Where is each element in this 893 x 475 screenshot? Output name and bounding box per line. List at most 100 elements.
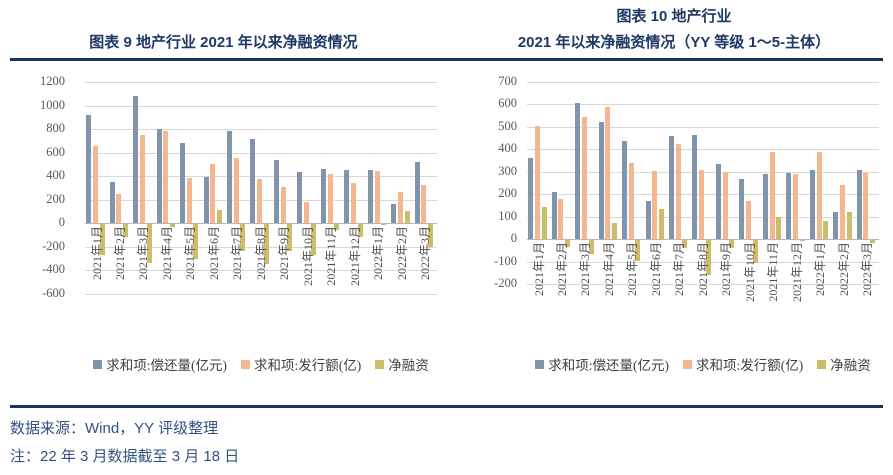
- bar-净融资-2021年9月: [287, 224, 293, 252]
- bar-求和项:偿还量(亿元)-2021年4月: [598, 122, 604, 240]
- y-tick-label: -200: [494, 276, 517, 290]
- gridline: [85, 129, 437, 131]
- y-tick-label: 700: [498, 74, 517, 88]
- bar-求和项:发行额(亿)-2022年1月: [816, 151, 822, 240]
- legend-item: 求和项:偿还量(亿元): [535, 354, 669, 374]
- chart10-y-axis: 700 600 500 400 300 200 100 0 -100 -200: [465, 74, 527, 332]
- chart9-title: 图表 9 地产行业 2021 年以来净融资情况: [10, 0, 437, 56]
- x-tick-label: 2022年3月: [418, 226, 433, 281]
- bar-净融资-2021年4月: [612, 223, 617, 240]
- x-tick-label: 2022年2月: [394, 226, 409, 281]
- bar-求和项:发行额(亿)-2021年11月: [769, 151, 775, 240]
- bar-求和项:偿还量(亿元)-2021年8月: [692, 134, 698, 240]
- bar-净融资-2022年1月: [381, 224, 387, 226]
- bar-求和项:发行额(亿)-2021年2月: [558, 198, 564, 240]
- bar-净融资-2022年2月: [404, 210, 410, 224]
- chart9-plot-area: 1200 1000 800 600 400 200 0 -200 -400 -600 2021年1…: [10, 74, 437, 332]
- bar-求和项:偿还量(亿元)-2021年2月: [551, 191, 557, 240]
- legend-swatch: [817, 359, 827, 369]
- bar-净融资-2021年10月: [752, 240, 758, 263]
- bar-求和项:偿还量(亿元)-2021年7月: [227, 131, 232, 224]
- gridline: [527, 104, 879, 106]
- x-tick-label: 2022年3月: [860, 242, 875, 297]
- bar-求和项:偿还量(亿元)-2021年4月: [156, 129, 162, 224]
- bar-求和项:偿还量(亿元)-2022年1月: [367, 170, 373, 224]
- bar-净融资-2021年7月: [240, 224, 246, 251]
- bar-求和项:偿还量(亿元)-2022年3月: [856, 169, 862, 240]
- bar-求和项:偿还量(亿元)-2021年6月: [203, 177, 209, 224]
- y-tick-label: 0: [58, 215, 65, 230]
- legend-label: 求和项:偿还量(亿元): [106, 358, 227, 373]
- x-tick-label: 2021年2月: [554, 242, 569, 297]
- legend-item: 求和项:发行额(亿): [241, 354, 361, 374]
- bar-求和项:偿还量(亿元)-2022年2月: [833, 212, 839, 240]
- bar-净融资-2021年2月: [123, 224, 129, 237]
- bar-求和项:偿还量(亿元)-2021年1月: [528, 158, 534, 240]
- x-tick-label: 2021年1月: [89, 226, 104, 281]
- legend-item: 净融资: [817, 354, 871, 374]
- bar-净融资-2022年2月: [846, 212, 852, 240]
- x-tick-label: 2021年11月: [766, 242, 781, 302]
- bar-净融资-2022年3月: [870, 240, 876, 244]
- bar-净融资-2022年1月: [823, 221, 829, 240]
- x-tick-label: 2021年12月: [347, 226, 362, 287]
- bar-求和项:发行额(亿)-2021年8月: [257, 179, 263, 224]
- bar-求和项:发行额(亿)-2021年7月: [233, 157, 239, 224]
- legend-swatch: [375, 359, 385, 369]
- bar-求和项:发行额(亿)-2021年9月: [280, 186, 286, 224]
- y-tick-label: 300: [498, 163, 517, 178]
- bar-求和项:发行额(亿)-2021年6月: [652, 170, 658, 240]
- bar-净融资-2021年3月: [588, 240, 594, 254]
- y-tick-label: 400: [46, 168, 65, 183]
- x-tick-label: 2021年10月: [742, 242, 757, 303]
- x-tick-label: 2021年6月: [206, 226, 221, 281]
- bar-求和项:发行额(亿)-2021年1月: [534, 125, 540, 240]
- bar-净融资-2021年8月: [705, 240, 711, 275]
- chart10-plot: 2021年1月 2021年2月 2021年3月 2021年4月 2021年5月 2021年…: [527, 82, 879, 302]
- titles-row: 图表 9 地产行业 2021 年以来净融资情况 图表 10 地产行业 2021 …: [10, 0, 883, 56]
- footer-note-text: 注：22 年 3 月数据截至 3 月 18 日: [10, 448, 240, 465]
- bar-求和项:偿还量(亿元)-2021年2月: [109, 181, 115, 224]
- bar-求和项:偿还量(亿元)-2021年5月: [180, 143, 186, 224]
- gridline: [85, 294, 437, 295]
- gridline: [85, 246, 437, 248]
- y-tick-label: 200: [498, 186, 517, 201]
- bar-净融资-2021年9月: [729, 240, 735, 248]
- bar-求和项:偿还量(亿元)-2021年9月: [273, 159, 279, 224]
- gridline: [85, 152, 437, 154]
- bar-净融资-2021年11月: [776, 216, 782, 240]
- x-tick-label: 2021年5月: [625, 242, 640, 297]
- bar-求和项:发行额(亿)-2021年6月: [210, 163, 216, 224]
- bar-净融资-2021年3月: [146, 224, 152, 264]
- bar-净融资-2021年7月: [682, 240, 688, 248]
- y-tick-label: 100: [498, 208, 517, 223]
- y-tick-label: 200: [46, 191, 65, 206]
- bar-求和项:偿还量(亿元)-2022年2月: [391, 203, 397, 224]
- y-tick-label: -600: [42, 286, 65, 300]
- x-tick-label: 2021年8月: [695, 242, 710, 297]
- chart10: 700 600 500 400 300 200 100 0 -100 -200 2021年1月 20…: [465, 74, 879, 374]
- bar-净融资-2021年6月: [658, 208, 664, 240]
- chart9: 1200 1000 800 600 400 200 0 -200 -400 -600 2021年1…: [10, 74, 437, 374]
- legend-label: 求和项:发行额(亿): [696, 358, 804, 373]
- x-tick-label: 2021年9月: [719, 242, 734, 297]
- bar-求和项:发行额(亿)-2021年3月: [139, 135, 145, 224]
- legend-swatch: [683, 359, 692, 369]
- footer-divider: [10, 405, 883, 408]
- bar-求和项:发行额(亿)-2021年4月: [605, 106, 611, 240]
- x-tick-label: 2021年5月: [183, 226, 198, 281]
- x-tick-label: 2021年1月: [531, 242, 546, 297]
- x-tick-label: 2022年1月: [371, 226, 386, 281]
- x-tick-label: 2022年1月: [813, 242, 828, 297]
- charts-row: 1200 1000 800 600 400 200 0 -200 -400 -600 2021年1…: [10, 74, 883, 374]
- footer: 数据来源：Wind，YY 评级整理 注：22 年 3 月数据截至 3 月 18 …: [10, 415, 883, 471]
- bar-求和项:发行额(亿)-2021年1月: [92, 145, 98, 224]
- legend-label: 求和项:偿还量(亿元): [548, 358, 669, 373]
- gridline: [527, 261, 879, 263]
- bar-求和项:发行额(亿)-2021年11月: [327, 173, 333, 224]
- gridline: [527, 149, 879, 151]
- bar-求和项:发行额(亿)-2021年12月: [351, 183, 357, 224]
- bar-求和项:偿还量(亿元)-2021年10月: [297, 171, 303, 224]
- legend-label: 净融资: [830, 358, 871, 373]
- bar-求和项:偿还量(亿元)-2021年11月: [762, 174, 768, 240]
